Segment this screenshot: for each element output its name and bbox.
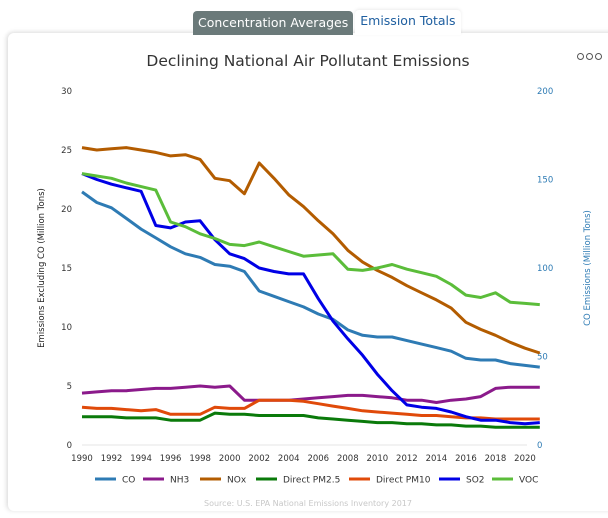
tab-emission-totals[interactable]: Emission Totals bbox=[355, 10, 461, 35]
x-tick-label: 2002 bbox=[248, 454, 270, 464]
series-line-direct-pm10 bbox=[81, 398, 540, 421]
legend-item[interactable]: Direct PM10 bbox=[349, 476, 431, 486]
legend-label: NOx bbox=[227, 476, 247, 486]
y-tick-label: 5 bbox=[67, 382, 72, 392]
x-tick-label: 2008 bbox=[337, 454, 359, 464]
ellipsis-icon bbox=[577, 53, 584, 60]
series-line-so2 bbox=[81, 172, 540, 426]
y-axis-label: Emissions Excluding CO (Million Tons) bbox=[37, 188, 47, 348]
x-tick-label: 1994 bbox=[130, 454, 152, 464]
x-tick-label: 2018 bbox=[485, 454, 507, 464]
x-tick-label: 2006 bbox=[307, 454, 329, 464]
legend-label: Direct PM10 bbox=[376, 476, 431, 486]
y-tick-label: 0 bbox=[67, 441, 72, 451]
y-tick-label: 30 bbox=[61, 87, 72, 97]
x-tick-label: 2012 bbox=[396, 454, 418, 464]
y2-tick-label: 50 bbox=[537, 353, 548, 363]
x-tick-label: 1998 bbox=[189, 454, 211, 464]
x-tick-label: 1996 bbox=[160, 454, 182, 464]
y-tick-label: 20 bbox=[61, 205, 72, 215]
chart-menu-button[interactable] bbox=[577, 53, 602, 60]
x-tick-label: 2010 bbox=[367, 454, 389, 464]
y2-tick-label: 200 bbox=[537, 87, 553, 97]
source-note: Source: U.S. EPA National Emissions Inve… bbox=[204, 499, 412, 508]
tab-concentration-averages[interactable]: Concentration Averages bbox=[193, 11, 354, 35]
chart-title: Declining National Air Pollutant Emissio… bbox=[146, 52, 470, 70]
x-tick-label: 2004 bbox=[278, 454, 300, 464]
tab-bar: Concentration Averages Emission Totals bbox=[193, 9, 461, 35]
ellipsis-icon bbox=[595, 53, 602, 60]
y2-axis-label: CO Emissions (Million Tons) bbox=[583, 210, 593, 326]
legend-label: VOC bbox=[519, 476, 538, 486]
x-tick-label: 1990 bbox=[71, 454, 93, 464]
legend-item[interactable]: NH3 bbox=[143, 476, 189, 486]
legend-label: CO bbox=[122, 476, 135, 486]
y2-tick-label: 0 bbox=[537, 441, 542, 451]
series-line-direct-pm2-5 bbox=[82, 411, 540, 429]
y-tick-label: 15 bbox=[61, 264, 72, 274]
series-line-co bbox=[81, 190, 540, 369]
y-tick-label: 10 bbox=[61, 323, 72, 333]
x-tick-label: 2016 bbox=[455, 454, 477, 464]
x-tick-label: 2014 bbox=[426, 454, 448, 464]
series-line-nox bbox=[81, 146, 541, 355]
x-tick-label: 1992 bbox=[101, 454, 123, 464]
y-tick-label: 25 bbox=[61, 146, 72, 156]
legend-label: SO2 bbox=[466, 476, 485, 486]
x-tick-label: 2020 bbox=[514, 454, 536, 464]
legend-item[interactable]: CO bbox=[95, 476, 135, 486]
y2-tick-label: 150 bbox=[537, 176, 553, 186]
x-tick-label: 2000 bbox=[219, 454, 241, 464]
legend-item[interactable]: NOx bbox=[200, 476, 247, 486]
legend-label: Direct PM2.5 bbox=[283, 476, 340, 486]
chart-card bbox=[8, 33, 608, 511]
legend-label: NH3 bbox=[170, 476, 189, 486]
legend-item[interactable]: Direct PM2.5 bbox=[256, 476, 340, 486]
ellipsis-icon bbox=[586, 53, 593, 60]
series-line-nh3 bbox=[81, 384, 540, 404]
y2-tick-label: 100 bbox=[537, 264, 553, 274]
series-line-voc bbox=[81, 172, 540, 307]
legend-item[interactable]: VOC bbox=[492, 476, 538, 486]
legend-item[interactable]: SO2 bbox=[439, 476, 485, 486]
